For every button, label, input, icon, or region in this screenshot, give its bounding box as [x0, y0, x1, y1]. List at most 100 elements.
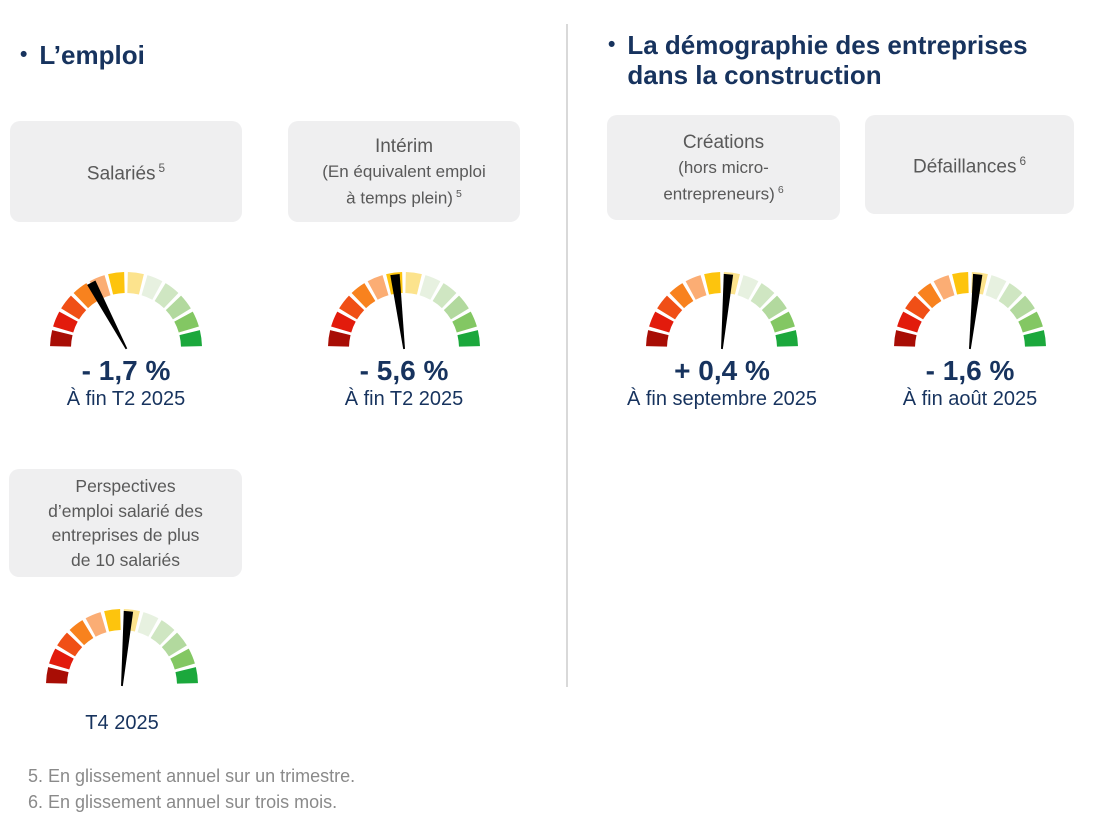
section-title-emploi-label: L’emploi [39, 40, 145, 70]
gauge-segment [351, 283, 376, 309]
salaries-caption: À fin T2 2025 [66, 388, 186, 410]
footnotes: 5. En glissement annuel sur un trimestre… [28, 764, 355, 815]
footnote-ref: 5 [455, 188, 462, 201]
section-title-demographie-line2: dans la construction [627, 60, 882, 90]
section-divider [566, 24, 568, 687]
gauge-segment [457, 330, 480, 347]
gauge-segment [917, 283, 942, 309]
gauge-segment [894, 330, 917, 347]
gauge-segment [750, 283, 775, 309]
footnote-ref: 6 [777, 184, 784, 197]
gauge-segment [657, 295, 683, 320]
gauge-segment [905, 295, 931, 320]
gauge-segment [46, 667, 69, 684]
gauge-segment [452, 311, 477, 333]
gauge-segment [770, 311, 795, 333]
gauge-segment [150, 620, 175, 646]
gauge-segment [57, 632, 83, 657]
gauge-segment [985, 275, 1007, 300]
gauge-segment [367, 275, 389, 300]
section-title-demographie-label: La démographie des entreprises dans la c… [627, 30, 1027, 90]
card-perspectives-line1: Perspectives [75, 476, 176, 496]
gauge-segment [175, 667, 198, 684]
gauge-segment [1018, 311, 1043, 333]
interim-caption: À fin T2 2025 [344, 388, 464, 410]
gauge-segment [165, 295, 191, 320]
gauge-segment [50, 330, 73, 347]
footnote-ref: 6 [1019, 155, 1027, 169]
creations-caption: À fin septembre 2025 [626, 388, 818, 410]
gauge-segment [685, 275, 707, 300]
gauge-segment [897, 311, 922, 333]
section-title-emploi: • L’emploi [20, 40, 145, 70]
gauge-segment [69, 620, 94, 646]
gauge-segment [1009, 295, 1035, 320]
gauge-segment [443, 295, 469, 320]
gauge-segment [328, 330, 351, 347]
defaillances-caption: À fin août 2025 [902, 388, 1038, 410]
card-interim: Intérim (En équivalent emploi à temps pl… [288, 121, 520, 222]
gauge-segment [61, 295, 87, 320]
gauge-needle [969, 273, 983, 350]
perspectives-gauge [46, 609, 198, 687]
gauge-segment [331, 311, 356, 333]
gauge-segment [998, 283, 1023, 309]
gauge-needle [87, 280, 128, 350]
gauge-block-creations: + 0,4 % À fin septembre 2025 [606, 266, 838, 411]
gauge-segment [952, 272, 969, 295]
gauge-needle [721, 273, 734, 350]
gauge-segment [649, 311, 674, 333]
footnote-5: 5. En glissement annuel sur un trimestre… [28, 766, 356, 786]
footnote-ref: 5 [158, 162, 166, 176]
gauge-block-perspectives: T4 2025 [6, 603, 238, 735]
gauge-segment [419, 275, 441, 300]
card-defaillances-label: Défaillances 6 [912, 155, 1027, 178]
gauge-segment [85, 612, 107, 637]
section-title-demographie: • La démographie des entreprises dans la… [608, 30, 1028, 90]
gauge-segment [154, 283, 179, 309]
gauge-segment [339, 295, 365, 320]
gauge-segment [141, 275, 163, 300]
gauge-segment [704, 272, 721, 295]
card-interim-title: Intérim [374, 136, 434, 158]
creations-gauge [646, 272, 798, 350]
gauge-segment [73, 283, 98, 309]
defaillances-value: - 1,6 % [925, 355, 1015, 386]
card-perspectives-line3: entreprises de plus [51, 525, 200, 545]
card-salaries-label: Salariés 5 [86, 162, 166, 185]
gauge-segment [933, 275, 955, 300]
interim-value: - 5,6 % [359, 355, 449, 386]
gauge-segment [775, 330, 798, 347]
gauge-block-defaillances: - 1,6 % À fin août 2025 [855, 266, 1085, 411]
gauge-segment [161, 632, 187, 657]
gauge-needle [390, 273, 406, 350]
card-creations-sub2: entrepreneurs) 6 [663, 184, 784, 204]
card-creations: Créations (hors micro- entrepreneurs) 6 [607, 115, 840, 220]
perspectives-caption: T4 2025 [85, 712, 159, 734]
gauge-segment [761, 295, 787, 320]
card-salaries: Salariés 5 [10, 121, 242, 222]
gauge-needle [121, 610, 134, 687]
gauge-segment [179, 330, 202, 347]
gauge-segment [170, 648, 195, 670]
card-perspectives-line4: de 10 salariés [71, 549, 180, 570]
gauge-block-interim: - 5,6 % À fin T2 2025 [288, 266, 520, 411]
gauge-segment [432, 283, 457, 309]
gauge-segment [1023, 330, 1046, 347]
gauge-segment [737, 275, 759, 300]
section-title-demographie-line1: La démographie des entreprises [627, 30, 1028, 60]
card-creations-sub1: (hors micro- [678, 158, 769, 178]
bullet-icon: • [608, 33, 616, 56]
card-defaillances: Défaillances 6 [865, 115, 1074, 214]
gauge-segment [174, 311, 199, 333]
footnote-6: 6. En glissement annuel sur trois mois. [28, 791, 338, 812]
card-perspectives: Perspectives d’emploi salarié des entrep… [9, 469, 242, 577]
card-interim-sub1: (En équivalent emploi [322, 162, 486, 182]
gauge-segment [405, 272, 422, 295]
gauge-segment [137, 612, 159, 637]
gauge-segment [49, 648, 74, 670]
gauge-segment [646, 330, 669, 347]
gauge-segment [108, 272, 125, 295]
gauge-segment [669, 283, 694, 309]
